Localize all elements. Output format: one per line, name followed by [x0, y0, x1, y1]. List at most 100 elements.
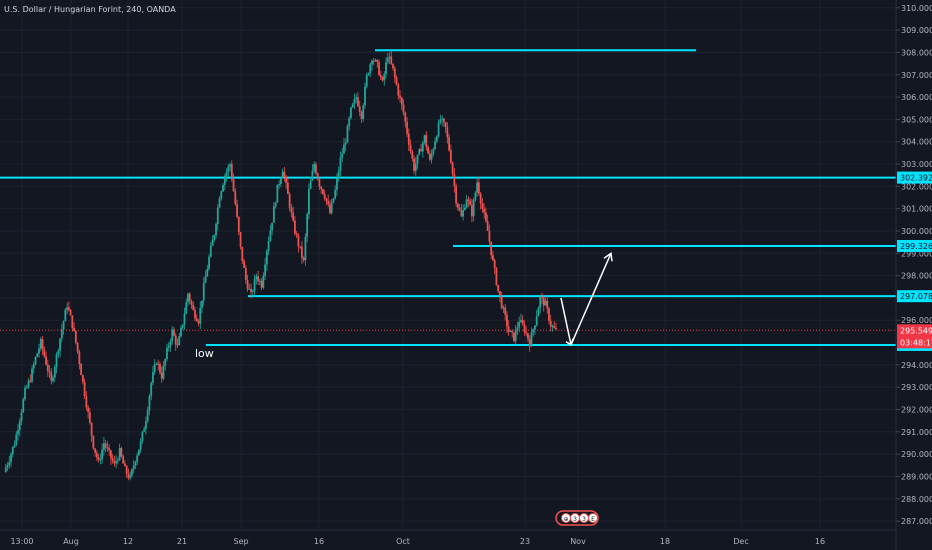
candle-body-260	[460, 210, 463, 217]
candle-body-286	[506, 314, 508, 327]
candle-body-174	[309, 180, 312, 189]
candle-body-103	[185, 302, 188, 314]
y-tick-label-10: 298.000	[901, 272, 932, 281]
candle-body-43	[80, 363, 83, 376]
x-tick-label-5: 16	[314, 537, 324, 546]
candle-body-277	[490, 241, 493, 256]
candle-body-95	[171, 329, 174, 342]
event-badge-label-2: 3	[582, 516, 586, 523]
candle-body-303	[535, 316, 538, 326]
candle-body-39	[73, 327, 75, 332]
candle-body-221	[392, 63, 394, 69]
candle-body-18	[36, 353, 39, 357]
candle-body-168	[299, 246, 302, 248]
candle-body-244	[432, 148, 435, 155]
candle-body-224	[397, 84, 400, 96]
candle-body-265	[469, 200, 472, 205]
candle-body-81	[146, 410, 149, 422]
candle-body-179	[318, 179, 321, 187]
level-badge-label-2: 299.326	[900, 242, 932, 251]
y-tick-label-19: 307.000	[901, 71, 932, 80]
y-tick-label-6: 293.000	[901, 383, 932, 392]
candle-body-28	[53, 367, 56, 378]
candle-body-296	[523, 324, 526, 332]
level-badge-1	[897, 171, 932, 184]
candle-body-284	[502, 307, 505, 309]
candle-body-288	[509, 330, 512, 332]
candle-body-2	[8, 461, 11, 466]
event-badge-label-3: E	[591, 516, 595, 523]
low-annotation: low	[195, 347, 214, 360]
candle-body-227	[402, 104, 405, 113]
candle-body-307	[542, 297, 545, 306]
candle-body-312	[551, 325, 554, 327]
event-badge-label-1: 3	[573, 516, 577, 523]
candle-body-87	[157, 363, 160, 365]
candle-body-250	[442, 118, 445, 123]
candle-body-181	[322, 189, 324, 195]
candle-body-183	[325, 198, 328, 202]
candle-body-255	[451, 162, 454, 175]
level-badge-3	[897, 290, 932, 303]
candle-body-6	[15, 434, 18, 446]
candle-body-101	[181, 324, 184, 328]
y-tick-label-21: 309.000	[901, 26, 932, 35]
candle-body-278	[492, 255, 494, 261]
y-tick-label-12: 300.000	[901, 227, 932, 236]
candle-body-251	[444, 122, 447, 127]
candle-body-9	[20, 411, 23, 422]
arrows-layer	[560, 251, 613, 346]
y-tick-label-14: 302.000	[901, 182, 932, 191]
last-price-badge	[897, 324, 932, 349]
candle-body-129	[230, 164, 233, 180]
candle-body-26	[50, 372, 53, 381]
candle-body-173	[308, 188, 310, 215]
candle-body-295	[521, 319, 524, 325]
candle-body-15	[31, 368, 33, 382]
candle-body-294	[520, 319, 522, 323]
candle-body-194	[344, 142, 347, 145]
candle-body-141	[251, 291, 254, 293]
candle-body-184	[327, 201, 330, 205]
candle-body-313	[553, 325, 556, 328]
candle-body-31	[59, 338, 61, 351]
y-tick-label-18: 306.000	[901, 93, 932, 102]
candle-body-187	[332, 198, 335, 203]
candle-body-4	[11, 446, 14, 455]
candle-body-37	[69, 310, 72, 316]
candle-body-252	[446, 126, 449, 138]
candle-body-206	[365, 74, 368, 87]
candle-body-218	[386, 57, 389, 63]
candle-body-19	[38, 348, 40, 354]
y-tick-label-0: 287.000	[901, 517, 932, 526]
x-tick-label-6: Oct	[396, 537, 410, 546]
time-axis[interactable]: 13:00 Aug 12 21 Sep 16 Oct 23 Nov 18 Dec 16	[10, 537, 825, 546]
candle-body-176	[313, 164, 316, 171]
candle-body-45	[83, 381, 86, 397]
candle-body-245	[434, 141, 436, 149]
candle-body-201	[357, 97, 359, 107]
level-badge-label-3: 297.078	[900, 292, 932, 301]
candle-body-279	[493, 260, 496, 269]
candle-body-301	[532, 329, 535, 333]
x-tick-label-7: 23	[520, 537, 530, 546]
candle-body-195	[346, 126, 349, 143]
candle-body-272	[481, 203, 484, 209]
candle-body-217	[385, 62, 387, 74]
candle-body-172	[306, 214, 309, 237]
candle-body-44	[81, 375, 84, 382]
candle-body-76	[138, 449, 140, 456]
candle-body-166	[295, 233, 298, 236]
candle-body-12	[25, 386, 28, 388]
candle-body-212	[376, 59, 379, 63]
candle-body-131	[234, 191, 237, 205]
event-badges[interactable]: ⊕ 3 3 E	[555, 510, 599, 526]
y-tick-label-15: 303.000	[901, 160, 932, 169]
candle-body-62	[113, 461, 116, 464]
candle-body-186	[330, 202, 333, 214]
candle-body-160	[285, 176, 288, 183]
price-badges: 302.392299.326297.078294.892295.54903:48…	[897, 171, 932, 351]
candle-body-229	[406, 121, 408, 134]
candle-body-56	[102, 443, 105, 450]
